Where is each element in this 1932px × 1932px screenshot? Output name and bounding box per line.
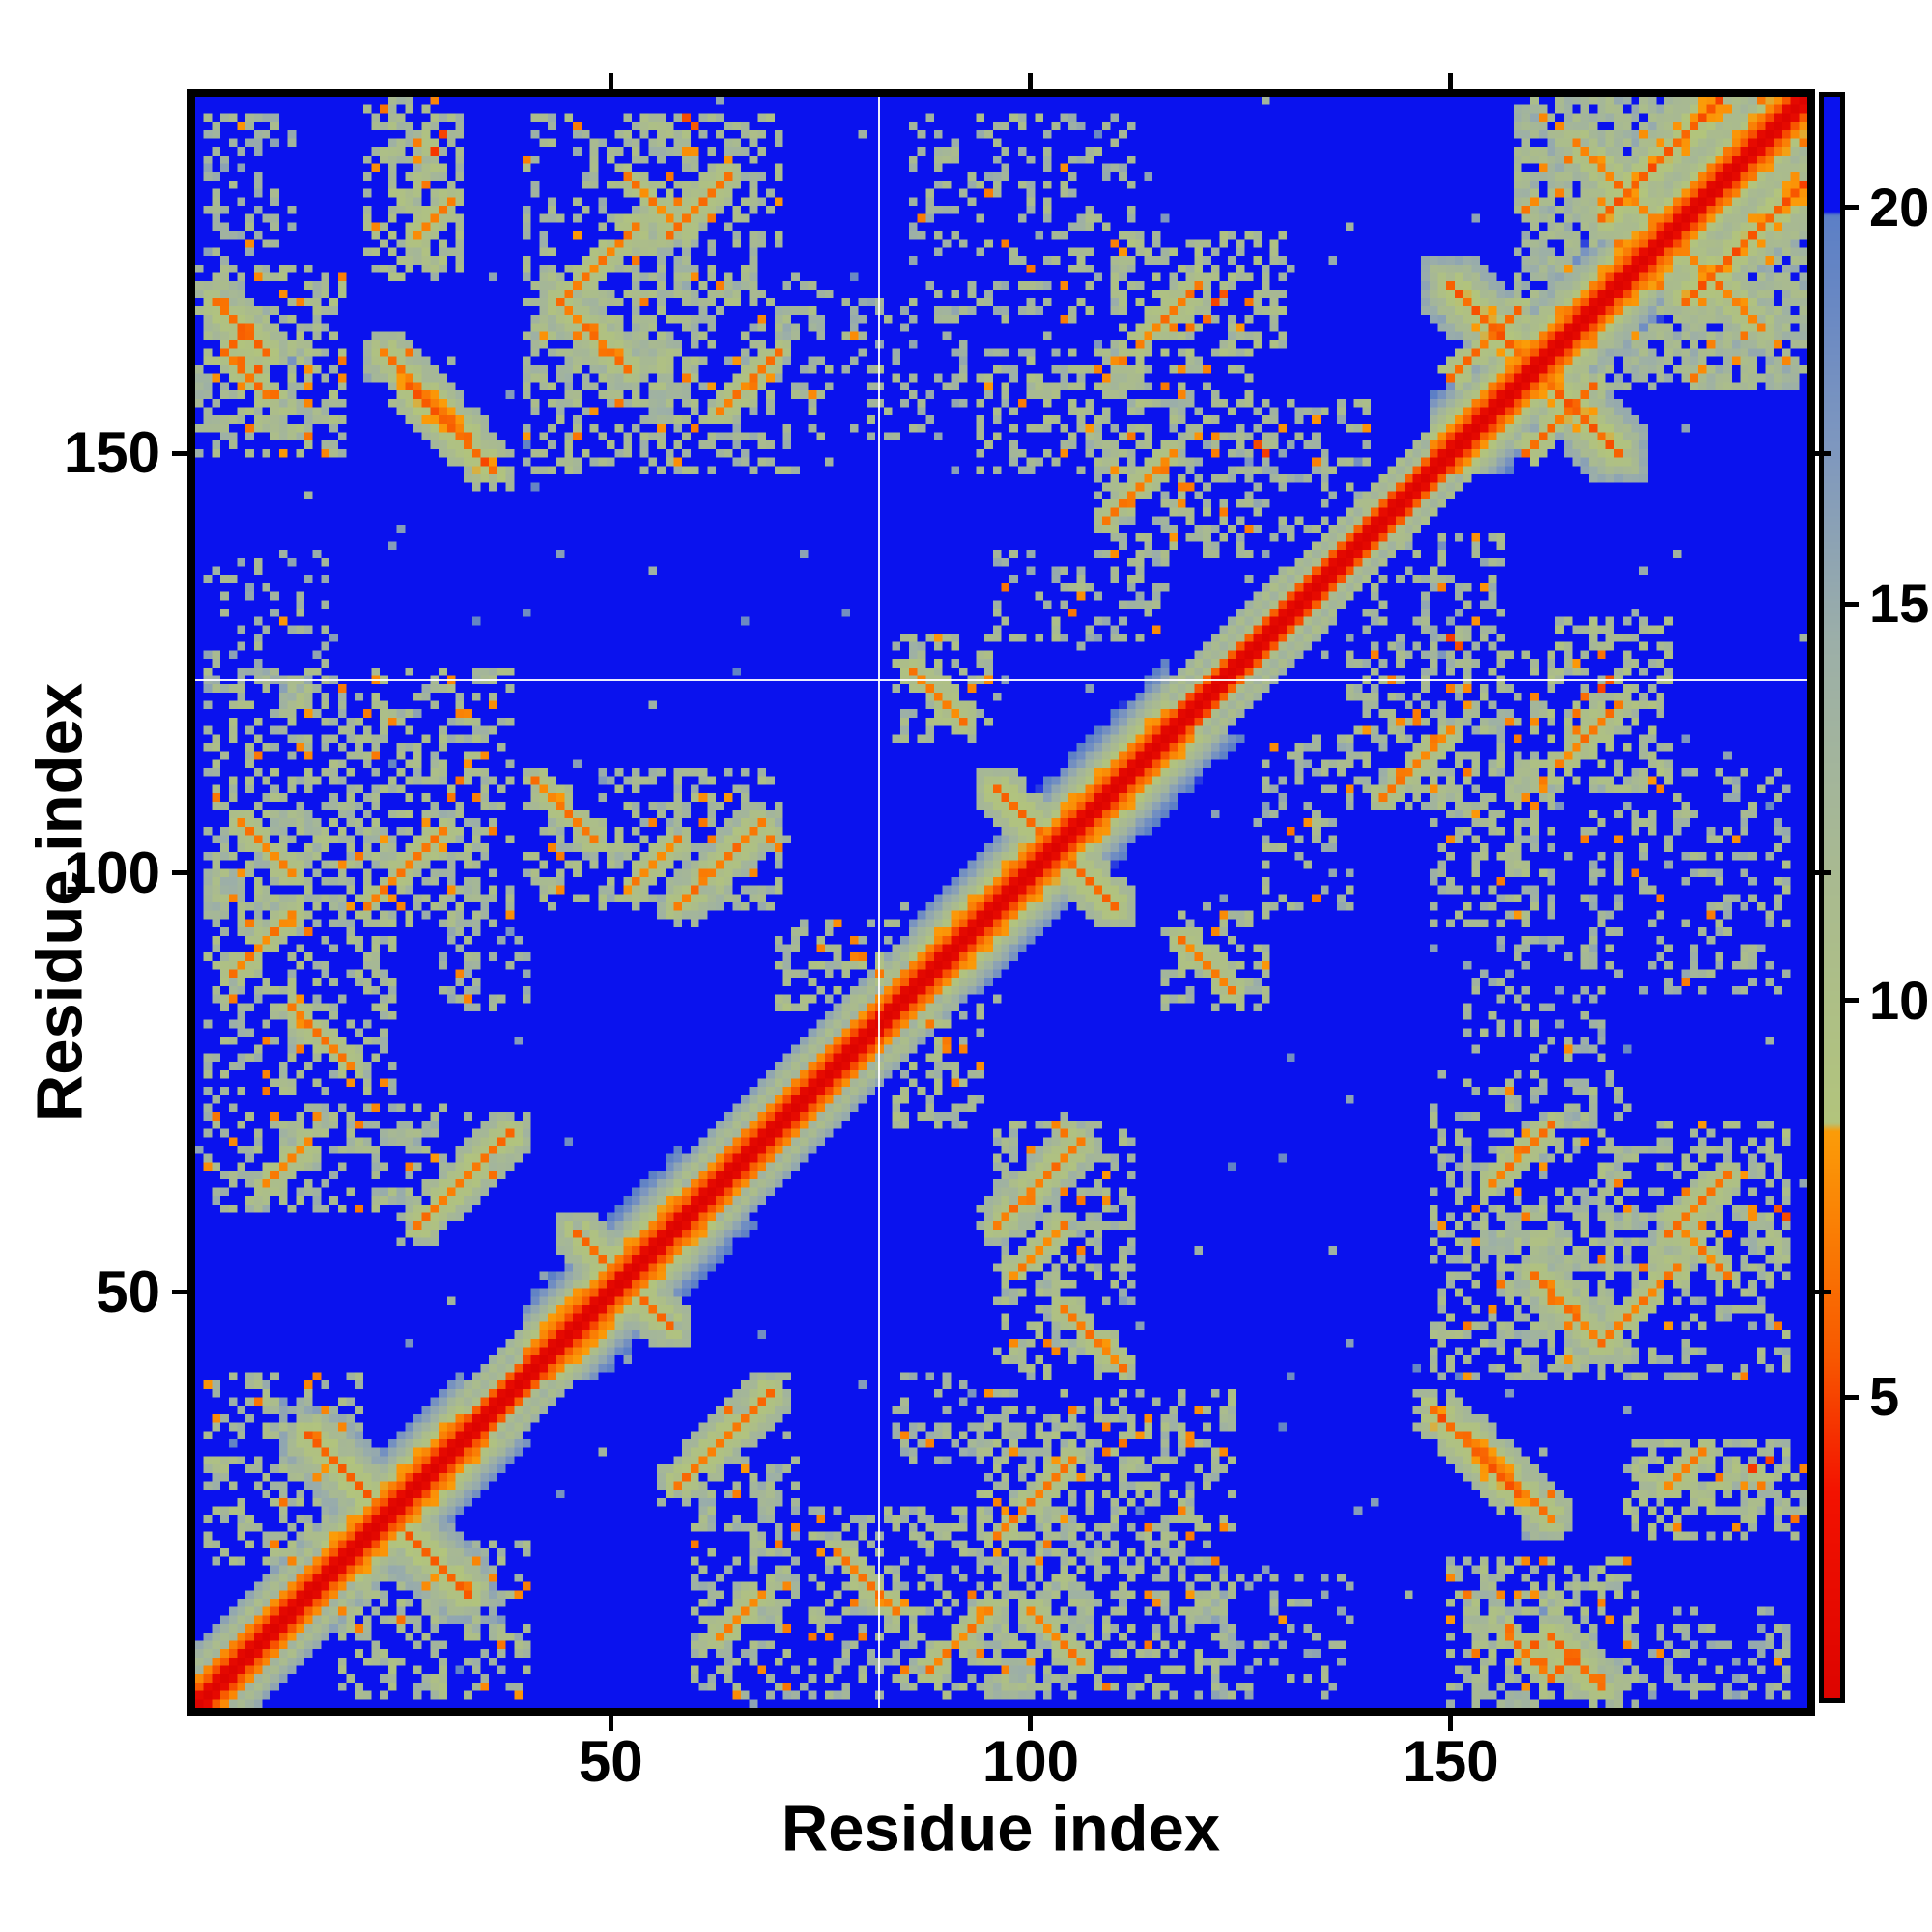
colorbar-tick-mark (1845, 1394, 1859, 1400)
x-tick-mark-top (1028, 73, 1034, 89)
y-tick-mark-left (172, 870, 187, 876)
render-seam-vertical-line (878, 97, 881, 1708)
y-tick-mark-left (172, 450, 187, 456)
y-tick-label-100: 100 (63, 839, 160, 905)
colorbar-tick-mark (1845, 601, 1859, 607)
x-tick-label-50: 50 (578, 1729, 643, 1794)
colorbar-tick-mark (1845, 998, 1859, 1004)
y-tick-mark-right (1815, 450, 1831, 456)
y-tick-label-150: 150 (63, 420, 160, 486)
colorbar-tick-label-15: 15 (1869, 573, 1930, 635)
x-tick-mark-bottom (1028, 1716, 1034, 1731)
colorbar-tick-label-5: 5 (1869, 1366, 1900, 1428)
heatmap-canvas (195, 97, 1807, 1708)
colorbar-tick-mark (1845, 205, 1859, 211)
x-tick-mark-bottom (1448, 1716, 1454, 1731)
colorbar-tick-label-10: 10 (1869, 969, 1930, 1031)
x-tick-label-150: 150 (1402, 1729, 1499, 1794)
render-seam-horizontal-line (195, 678, 1807, 681)
heatmap-panel (187, 89, 1815, 1716)
colorbar-canvas (1824, 97, 1840, 1698)
x-axis-title: Residue index (781, 1792, 1221, 1865)
x-tick-mark-bottom (608, 1716, 613, 1731)
y-tick-mark-left (172, 1290, 187, 1295)
colorbar-tick-label-20: 20 (1869, 176, 1930, 238)
colorbar-panel (1819, 92, 1845, 1703)
x-tick-mark-top (608, 73, 613, 89)
y-tick-label-50: 50 (96, 1259, 160, 1324)
y-tick-mark-right (1815, 1290, 1831, 1295)
x-tick-label-100: 100 (981, 1729, 1079, 1794)
x-tick-mark-top (1448, 73, 1454, 89)
y-tick-mark-right (1815, 870, 1831, 876)
